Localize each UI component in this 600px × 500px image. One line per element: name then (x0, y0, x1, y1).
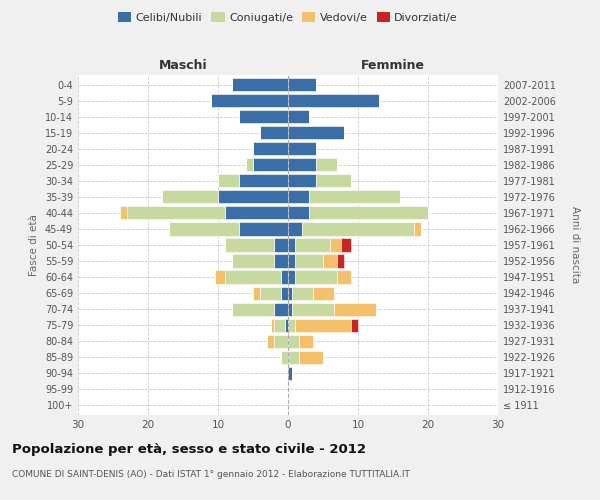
Bar (211, 94, 288, 107)
Bar (274, 254, 288, 268)
Bar (253, 158, 288, 172)
Bar (299, 350, 323, 364)
Bar (271, 318, 274, 332)
Bar (295, 318, 351, 332)
Bar (295, 238, 330, 252)
Bar (316, 158, 337, 172)
Bar (337, 254, 344, 268)
Bar (292, 302, 334, 316)
Bar (274, 318, 284, 332)
Bar (288, 286, 292, 300)
Bar (253, 286, 260, 300)
Y-axis label: Anni di nascita: Anni di nascita (569, 206, 580, 284)
Bar (218, 190, 288, 203)
Bar (323, 254, 337, 268)
Bar (292, 286, 313, 300)
Text: Popolazione per età, sesso e stato civile - 2012: Popolazione per età, sesso e stato civil… (12, 442, 366, 456)
Bar (288, 94, 379, 107)
Bar (260, 286, 281, 300)
Bar (218, 174, 239, 188)
Bar (288, 350, 299, 364)
Bar (288, 334, 299, 348)
Bar (288, 126, 344, 140)
Bar (225, 238, 274, 252)
Bar (313, 286, 334, 300)
Bar (260, 126, 288, 140)
Bar (169, 222, 239, 235)
Bar (309, 190, 400, 203)
Bar (295, 254, 323, 268)
Bar (288, 206, 309, 220)
Bar (351, 318, 358, 332)
Bar (225, 206, 288, 220)
Bar (288, 174, 316, 188)
Bar (162, 190, 218, 203)
Bar (414, 222, 421, 235)
Bar (334, 302, 376, 316)
Bar (246, 158, 253, 172)
Bar (288, 222, 302, 235)
Bar (267, 334, 274, 348)
Bar (288, 254, 295, 268)
Bar (288, 302, 292, 316)
Bar (232, 254, 274, 268)
Bar (288, 142, 316, 156)
Bar (284, 318, 288, 332)
Bar (295, 270, 337, 283)
Bar (288, 110, 309, 124)
Bar (288, 366, 292, 380)
Bar (215, 270, 225, 283)
Bar (309, 206, 428, 220)
Bar (120, 206, 127, 220)
Bar (299, 334, 313, 348)
Bar (274, 302, 288, 316)
Bar (341, 238, 351, 252)
Text: Femmine: Femmine (361, 59, 425, 72)
Bar (239, 222, 288, 235)
Bar (281, 286, 288, 300)
Bar (253, 142, 288, 156)
Bar (316, 174, 351, 188)
Bar (337, 270, 351, 283)
Legend: Celibi/Nubili, Coniugati/e, Vedovi/e, Divorziati/e: Celibi/Nubili, Coniugati/e, Vedovi/e, Di… (113, 8, 463, 28)
Bar (288, 190, 309, 203)
Bar (274, 238, 288, 252)
Bar (302, 222, 414, 235)
Bar (127, 206, 225, 220)
Bar (288, 158, 316, 172)
Bar (239, 174, 288, 188)
Bar (232, 78, 288, 91)
Text: Maschi: Maschi (158, 59, 208, 72)
Bar (281, 270, 288, 283)
Y-axis label: Fasce di età: Fasce di età (29, 214, 39, 276)
Bar (288, 78, 316, 91)
Bar (330, 238, 341, 252)
Bar (288, 270, 295, 283)
Bar (288, 238, 295, 252)
Bar (239, 110, 288, 124)
Bar (281, 350, 288, 364)
Bar (225, 270, 281, 283)
Text: COMUNE DI SAINT-DENIS (AO) - Dati ISTAT 1° gennaio 2012 - Elaborazione TUTTITALI: COMUNE DI SAINT-DENIS (AO) - Dati ISTAT … (12, 470, 410, 479)
Bar (232, 302, 274, 316)
Bar (288, 318, 295, 332)
Bar (274, 334, 288, 348)
